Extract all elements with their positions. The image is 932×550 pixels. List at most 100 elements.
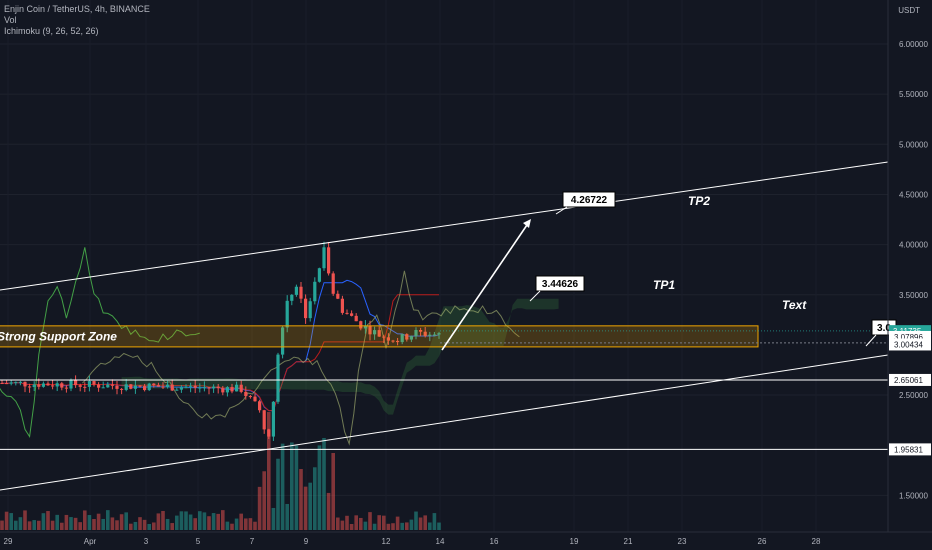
volume-bar	[276, 458, 280, 530]
candle-body	[354, 315, 358, 322]
volume-bar	[303, 486, 308, 530]
volume-legend[interactable]: Vol	[4, 15, 17, 25]
candle-body	[299, 286, 303, 299]
volume-bar	[349, 523, 354, 530]
y-tick-label: 4.50000	[899, 190, 928, 199]
candle-body	[317, 268, 321, 282]
volume-bar	[32, 520, 36, 530]
target-mid-callout-text: 3.44626	[542, 279, 579, 290]
volume-bar	[92, 518, 96, 530]
candle-body	[97, 384, 101, 388]
candle-body	[216, 386, 220, 389]
volume-bar	[23, 510, 27, 530]
x-tick-label: 5	[196, 537, 201, 546]
candle-body	[184, 386, 188, 388]
candle-body	[78, 385, 82, 387]
volume-bar	[106, 510, 110, 530]
candle-body	[115, 385, 119, 389]
candle-body	[386, 337, 390, 341]
candle-body	[198, 387, 202, 389]
candle-body	[156, 385, 160, 387]
candle-body	[267, 429, 271, 437]
volume-bar	[133, 521, 138, 530]
tp1-label: TP1	[653, 278, 675, 292]
x-tick-label: 14	[436, 537, 445, 546]
candle-body	[152, 383, 156, 386]
candle-body	[175, 389, 179, 391]
candle-body	[423, 331, 427, 336]
price-axis[interactable]: 6.00000 5.50000 5.00000 4.50000 4.00000 3.500…	[887, 0, 931, 532]
volume-bar	[18, 517, 23, 530]
volume-bar	[432, 513, 437, 530]
target-high-callout-pointer	[555, 206, 568, 215]
volume-bar	[225, 521, 230, 530]
candle-body	[276, 354, 280, 402]
candle-body	[405, 334, 409, 340]
candle-body	[327, 247, 331, 274]
x-tick-label: 26	[758, 537, 767, 546]
y-tick-label: 5.00000	[899, 140, 928, 149]
chart-drawings[interactable]: Strong Support Zone 4.26722 3.44626 3.0 TP2 T…	[0, 161, 897, 491]
candle-body	[294, 286, 298, 295]
support-zone-label: Strong Support Zone	[0, 329, 117, 343]
candle-body	[46, 383, 50, 386]
candle-body	[428, 334, 432, 336]
volume-bar	[156, 513, 161, 530]
price-level-tag	[889, 443, 931, 456]
volume-bar	[14, 520, 18, 530]
candle-body	[138, 385, 142, 387]
candlestick-series	[0, 241, 441, 441]
tp2-label: TP2	[688, 194, 710, 208]
candle-body	[253, 396, 257, 402]
volume-bar	[336, 517, 340, 530]
candle-body	[5, 383, 9, 385]
volume-bar	[382, 515, 386, 530]
volume-bar	[188, 514, 193, 530]
volume-bar	[391, 523, 395, 530]
x-tick-label: 29	[4, 537, 13, 546]
ichimoku-indicator	[0, 247, 559, 446]
candle-body	[331, 273, 335, 294]
candle-body	[248, 396, 252, 398]
time-axis[interactable]: 29 Apr 3 5 7 9 12 14 16 19 21 23 26 28	[0, 531, 932, 546]
volume-bar	[395, 516, 400, 530]
support-zone-box	[0, 325, 759, 348]
volume-bar	[119, 514, 124, 530]
candle-body	[212, 386, 216, 389]
projection-arrow-line	[441, 221, 530, 351]
ichimoku-legend[interactable]: Ichimoku (9, 26, 52, 26)	[4, 26, 99, 36]
price-level-value: 1.95831	[894, 445, 923, 454]
lower-trendline	[0, 354, 889, 491]
volume-bar	[184, 511, 188, 530]
candle-body	[221, 388, 225, 393]
y-tick-label: 5.50000	[899, 90, 928, 99]
volume-bar	[216, 513, 220, 530]
candle-body	[83, 386, 87, 388]
volume-bar	[138, 517, 142, 530]
candle-body	[161, 386, 165, 388]
volume-bar	[152, 522, 156, 530]
volume-bar	[221, 510, 225, 530]
volume-bar	[64, 514, 69, 530]
volume-bar	[55, 514, 59, 530]
candle-body	[170, 384, 174, 391]
volume-bar	[248, 518, 253, 530]
candle-body	[207, 387, 211, 389]
candle-body	[313, 281, 317, 302]
candle-body	[28, 386, 32, 388]
volume-bar	[400, 522, 404, 530]
candle-body	[0, 383, 4, 385]
volume-bar	[262, 471, 266, 530]
candle-body	[101, 387, 105, 389]
right-price-callout-text: 3.0	[877, 323, 891, 334]
volume-bar	[409, 519, 414, 530]
candle-body	[308, 301, 312, 319]
volume-bar	[257, 486, 262, 530]
candle-body	[400, 334, 404, 343]
candle-body	[51, 385, 55, 387]
volume-bar	[211, 513, 216, 530]
symbol-title[interactable]: Enjin Coin / TetherUS, 4h, BINANCE	[4, 4, 150, 14]
candle-body	[18, 381, 22, 383]
volume-bar	[354, 515, 358, 530]
